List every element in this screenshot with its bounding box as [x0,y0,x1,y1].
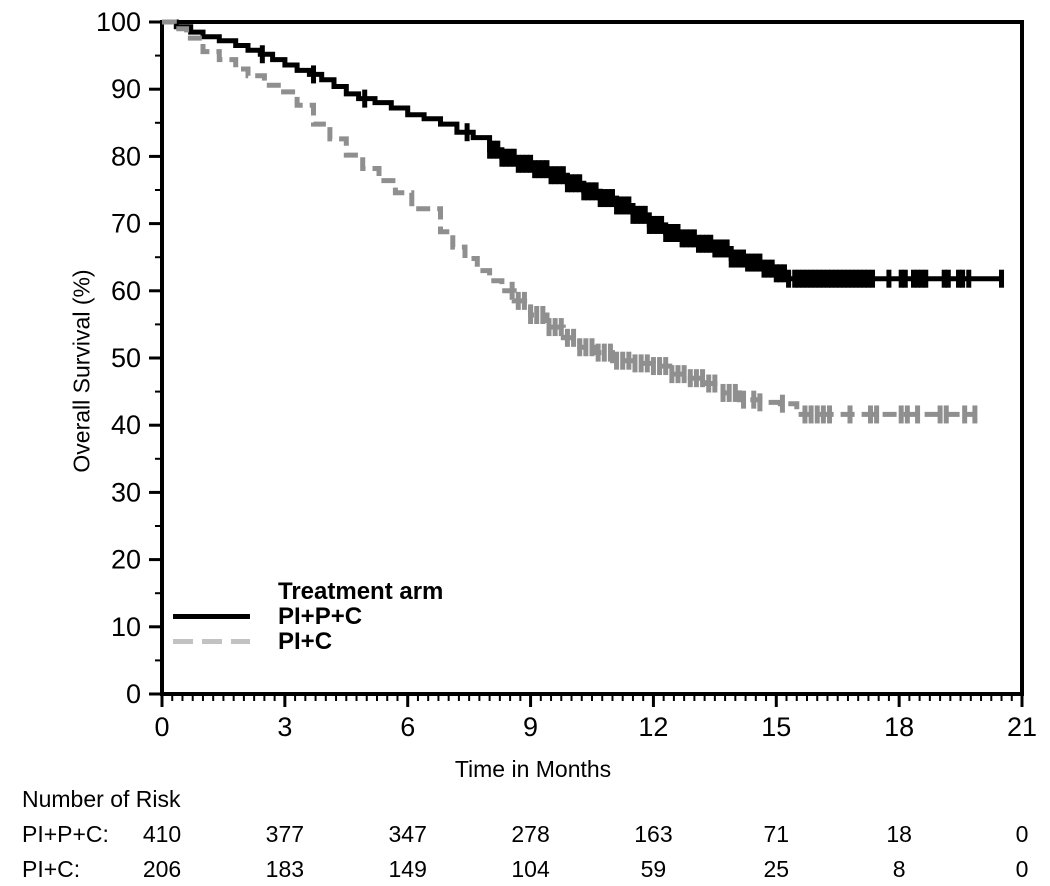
risk-value: 347 [388,821,427,847]
x-tick-label: 3 [277,712,292,742]
legend-swatch-solid [173,614,250,619]
risk-value: 149 [388,856,427,882]
x-tick-label: 12 [638,712,668,742]
y-tick-label: 10 [111,612,141,642]
y-tick-label: 40 [111,410,141,440]
legend-entry: PI+C [173,629,443,654]
risk-row-label: PI+P+C: [22,821,109,847]
legend-title: Treatment arm [278,578,444,605]
y-tick-label: 90 [111,74,141,104]
risk-value: 0 [1015,856,1029,882]
legend-entry-label: PI+P+C [278,603,363,630]
risk-value: 8 [892,856,906,882]
y-tick-label: 60 [111,276,141,306]
legend-title-row: Treatment arm [173,579,443,604]
y-tick-label: 20 [111,545,141,575]
legend-entry: PI+P+C [173,604,443,629]
risk-value: 0 [1015,821,1029,847]
risk-value: 278 [511,821,550,847]
y-tick-label: 70 [111,209,141,239]
legend-entries: PI+P+C PI+C [173,604,443,654]
at-risk-header: Number of Risk [22,786,181,812]
legend: Treatment arm PI+P+C PI+C [173,579,443,654]
legend-entry-label: PI+C [278,628,333,655]
survival-curve-pi-p-c [162,19,1004,282]
y-tick-label: 100 [96,7,141,37]
risk-value: 59 [640,856,667,882]
risk-value: 18 [886,821,912,847]
y-tick-label: 30 [111,477,141,507]
risk-value: 206 [142,856,182,882]
x-tick-label: 15 [761,712,791,742]
legend-title-spacer [173,589,250,594]
risk-value: 183 [265,856,305,882]
x-tick-label: 6 [400,712,415,742]
risk-value: 71 [763,821,790,847]
legend-swatch-dashed [173,639,250,644]
x-axis-label: Time in Months [454,756,612,782]
x-tick-label: 18 [884,712,914,742]
risk-row-label: PI+C: [22,856,81,882]
x-tick-label: 0 [154,712,169,742]
survival-curve-pi-c [162,19,977,417]
y-tick-label: 80 [111,141,141,171]
risk-value: 377 [265,821,305,847]
risk-value: 410 [142,821,182,847]
risk-value: 163 [634,821,673,847]
risk-value: 104 [511,856,550,882]
y-axis-label: Overall Survival (%) [68,269,95,473]
x-tick-label: 9 [523,712,538,742]
y-tick-label: 0 [126,679,141,709]
risk-value: 25 [763,856,790,882]
x-tick-label: 21 [1007,712,1037,742]
y-tick-label: 50 [111,343,141,373]
